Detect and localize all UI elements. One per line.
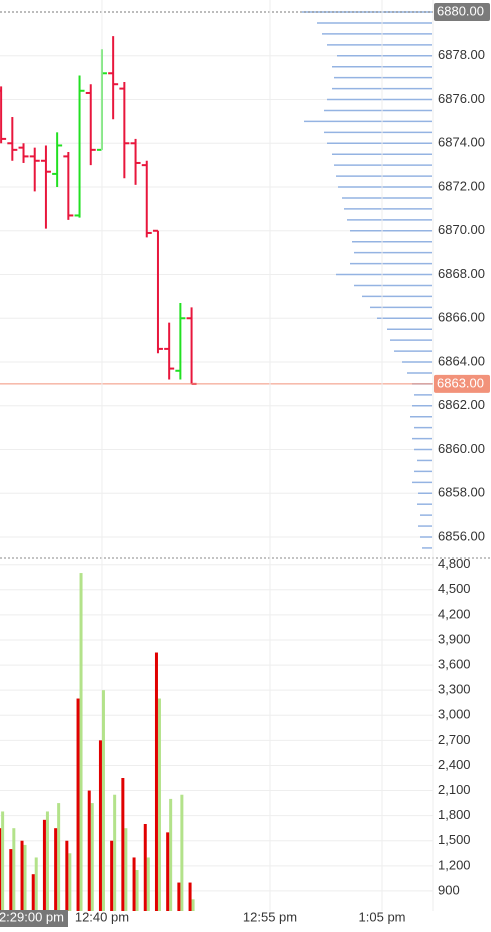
- y-tick-label: 6856.00: [438, 528, 485, 543]
- volume-bar: [191, 899, 195, 911]
- marker-box: [434, 374, 490, 393]
- volume-bar: [23, 844, 27, 911]
- x-tick-label: 12:55 pm: [243, 909, 297, 924]
- volume-bar: [180, 794, 184, 911]
- volume-bar: [20, 840, 24, 911]
- volume-bar: [34, 857, 38, 911]
- y-tick-label: 6870.00: [438, 222, 485, 237]
- x-tick-label: 12:40 pm: [75, 909, 129, 924]
- volume-bar: [177, 882, 181, 911]
- y-tick-label: 3,600: [438, 657, 471, 672]
- volume-bar: [143, 824, 147, 911]
- y-tick-label: 4,800: [438, 556, 471, 571]
- marker-label: 6863.00: [437, 375, 484, 390]
- y-tick-label: 6874.00: [438, 135, 485, 150]
- volume-bar: [154, 652, 158, 911]
- y-tick-label: 1,800: [438, 807, 471, 822]
- y-tick-label: 6858.00: [438, 485, 485, 500]
- volume-bar: [9, 849, 13, 911]
- volume-bar: [110, 840, 114, 911]
- volume-bar: [135, 870, 139, 911]
- time-label: 12:29:00 pm: [0, 909, 64, 924]
- y-tick-label: 1,500: [438, 832, 471, 847]
- volume-bar: [124, 828, 128, 911]
- volume-bar: [101, 690, 105, 911]
- y-tick-label: 2,400: [438, 757, 471, 772]
- y-tick-label: 6868.00: [438, 266, 485, 281]
- volume-bar: [166, 832, 170, 911]
- y-tick-label: 2,700: [438, 732, 471, 747]
- volume-bar: [68, 853, 72, 911]
- y-tick-label: 4,500: [438, 581, 471, 596]
- y-tick-label: 6878.00: [438, 47, 485, 62]
- y-tick-label: 900: [438, 882, 460, 897]
- y-tick-label: 3,900: [438, 631, 471, 646]
- volume-bar: [132, 857, 136, 911]
- volume-bar: [121, 777, 125, 911]
- volume-bar: [12, 828, 16, 911]
- volume-bar: [42, 819, 46, 911]
- time-label-box: [0, 910, 68, 927]
- y-tick-label: 6862.00: [438, 397, 485, 412]
- volume-bar: [0, 828, 2, 911]
- y-tick-label: 2,100: [438, 782, 471, 797]
- volume-bar: [188, 882, 192, 911]
- y-tick-label: 6860.00: [438, 441, 485, 456]
- marker-box: [434, 3, 490, 22]
- y-tick-label: 6866.00: [438, 310, 485, 325]
- y-tick-label: 1,200: [438, 857, 471, 872]
- volume-bar: [87, 790, 91, 911]
- volume-bar: [90, 803, 94, 911]
- y-tick-label: 3,000: [438, 707, 471, 722]
- volume-bar: [54, 828, 58, 911]
- y-tick-label: 6876.00: [438, 91, 485, 106]
- volume-bar: [113, 794, 117, 911]
- volume-bar: [157, 698, 161, 911]
- volume-bar: [31, 874, 35, 911]
- marker-label: 6880.00: [437, 3, 484, 18]
- volume-bar: [79, 573, 83, 911]
- y-tick-label: 4,200: [438, 606, 471, 621]
- x-tick-label: 1:05 pm: [359, 909, 406, 924]
- y-tick-label: 6864.00: [438, 353, 485, 368]
- volume-bar: [65, 840, 69, 911]
- y-tick-label: 3,300: [438, 682, 471, 697]
- volume-bar: [76, 698, 80, 911]
- volume-bar: [146, 857, 150, 911]
- volume-bar: [45, 811, 49, 911]
- y-tick-label: 6872.00: [438, 178, 485, 193]
- volume-bar: [57, 803, 61, 911]
- volume-bar: [98, 740, 102, 911]
- volume-bar: [1, 811, 5, 911]
- volume-bar: [169, 798, 173, 911]
